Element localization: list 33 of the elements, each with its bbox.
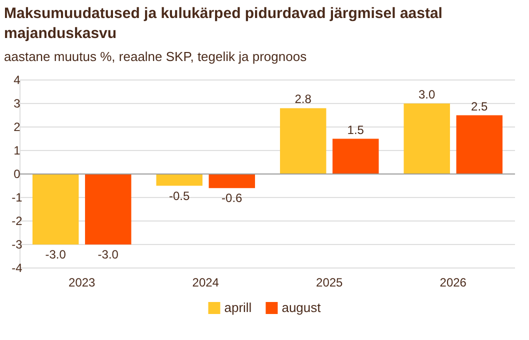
text: 2.5 xyxy=(471,99,488,114)
bar xyxy=(208,174,256,188)
text: 2.8 xyxy=(294,92,312,106)
text: -3.0 xyxy=(45,248,66,262)
bar xyxy=(332,138,379,174)
y-tick-label: 3 xyxy=(14,96,21,110)
x-tick-label: 2023 xyxy=(68,276,96,290)
y-tick-label: -4 xyxy=(12,260,23,275)
y-tick-label: 4 xyxy=(14,72,21,87)
bar xyxy=(156,174,202,186)
y-tick-label: 1 xyxy=(14,143,21,158)
text: -0.5 xyxy=(169,188,190,203)
y-tick-label: -3 xyxy=(12,237,23,252)
text: -3.0 xyxy=(98,248,118,262)
chart-subtitle: aastane muutus %, reaalne SKP, tegelik ja prognoos xyxy=(4,49,308,64)
legend-label: aprill xyxy=(224,300,252,315)
bar xyxy=(280,108,326,174)
text: 3.0 xyxy=(418,88,436,102)
chart-title: Maksumuudatused ja kulukärped pidurdavad järgmisel aastal majanduskasvu xyxy=(4,5,442,42)
y-tick-label: -2 xyxy=(12,214,23,228)
legend-label: august xyxy=(282,300,322,315)
y-tick-label: -1 xyxy=(12,190,23,204)
bar xyxy=(404,104,450,174)
bar xyxy=(32,174,79,244)
text: -0.6 xyxy=(222,191,242,206)
x-tick-label: 2024 xyxy=(192,276,220,290)
y-tick-label: 0 xyxy=(14,166,21,181)
text: 1.5 xyxy=(347,122,364,137)
bar xyxy=(85,174,132,244)
x-tick-label: 2026 xyxy=(440,276,467,290)
x-tick-label: 2025 xyxy=(316,276,344,290)
y-tick-label: 2 xyxy=(14,120,21,134)
bar xyxy=(456,115,503,174)
